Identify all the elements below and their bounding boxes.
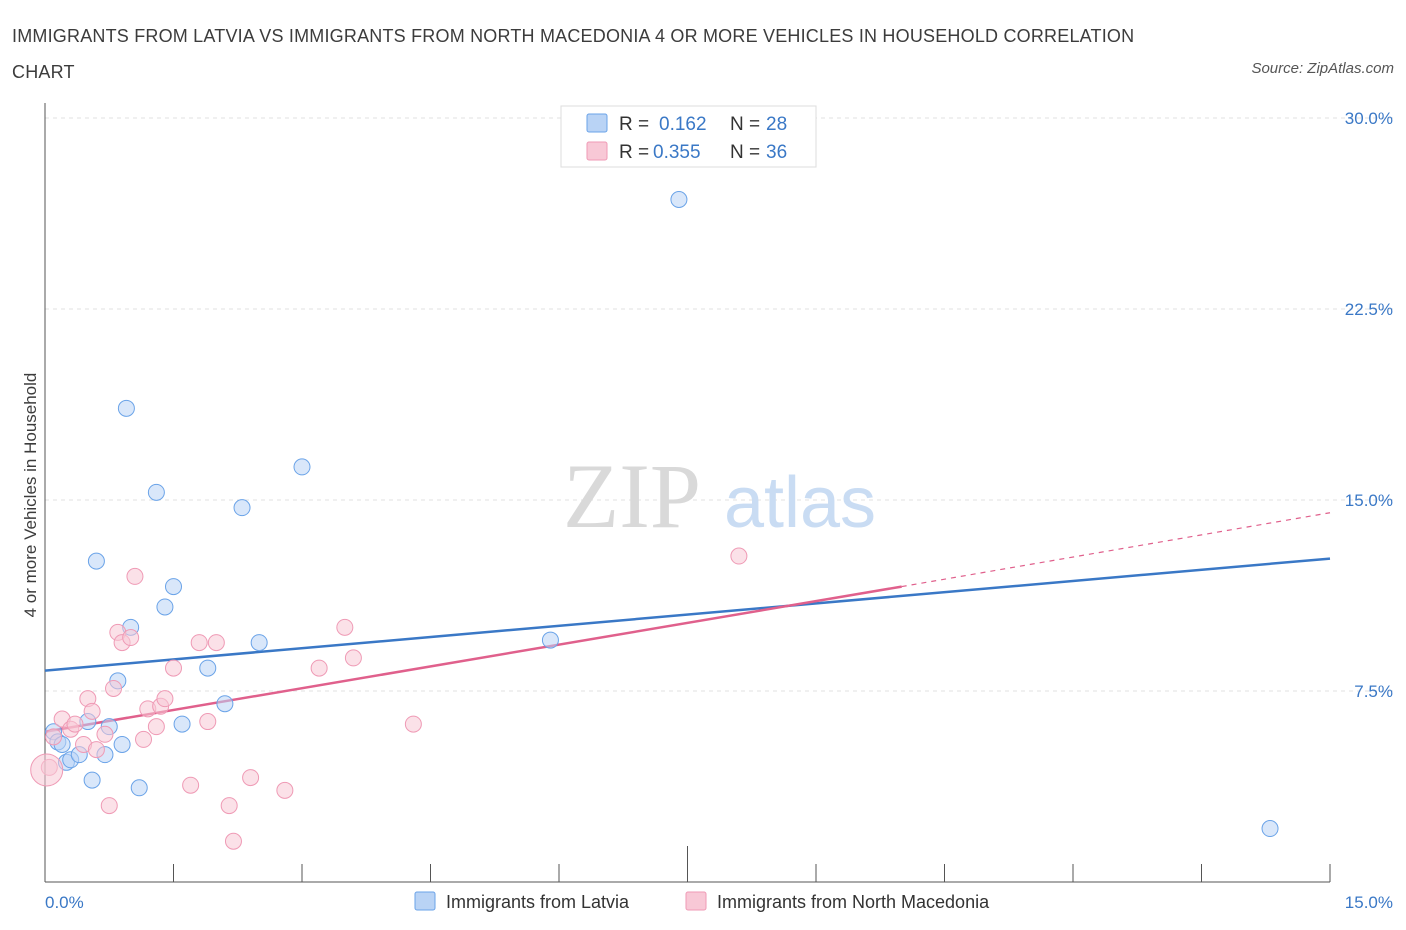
legend-n-value-macedonia: 36: [766, 142, 787, 163]
point-1-30: [310, 659, 328, 677]
point-1-32: [344, 649, 362, 667]
point-1-14: [122, 629, 140, 647]
legend-bottom: Immigrants from Latvia Immigrants from N…: [414, 891, 990, 912]
point-1-20: [156, 690, 174, 708]
legend-n-label-macedonia: N =: [730, 142, 760, 163]
point-0-26: [670, 190, 688, 208]
point-0-18: [165, 578, 182, 596]
point-0-22: [233, 499, 251, 517]
point-0-27: [1261, 820, 1279, 838]
y-tick-label-2: 22.5%: [1345, 300, 1393, 319]
point-0-23: [250, 634, 268, 652]
point-0-20: [199, 659, 217, 677]
point-1-23: [190, 634, 208, 652]
point-1-31: [336, 618, 354, 636]
legend-r-label-macedonia: R =: [619, 142, 649, 163]
y-tick-label-0: 7.5%: [1354, 682, 1393, 701]
trend-lines: [44, 512, 1331, 733]
point-1-4: [66, 715, 84, 733]
trend-line-0: [44, 557, 1331, 672]
watermark: ZIP atlas: [563, 445, 876, 547]
x-tick-label-0: 0.0%: [45, 893, 84, 912]
point-1-26: [220, 797, 238, 815]
trend-line-1: [44, 585, 902, 733]
point-1-8: [87, 741, 105, 759]
chart-title: IMMIGRANTS FROM LATVIA VS IMMIGRANTS FRO…: [12, 26, 1135, 82]
bottom-legend-label-macedonia: Immigrants from North Macedonia: [717, 892, 990, 912]
point-0-15: [130, 779, 148, 797]
point-0-19: [173, 715, 191, 733]
point-1-35: [30, 753, 64, 787]
point-1-29: [276, 781, 294, 799]
bottom-legend-swatch-macedonia: [685, 891, 707, 911]
data-points: [30, 190, 1279, 850]
axes: [44, 103, 1331, 883]
point-1-16: [135, 730, 153, 748]
gridlines: [45, 117, 1395, 692]
legend-n-value-latvia: 28: [766, 114, 787, 135]
y-axis-label: 4 or more Vehicles in Household: [21, 373, 40, 618]
point-1-22: [182, 776, 200, 794]
point-1-7: [83, 702, 101, 720]
legend-top: R = 0.162 N = 28 R = 0.355 N = 36: [560, 105, 817, 168]
point-0-24: [293, 458, 311, 476]
point-1-1: [45, 728, 63, 746]
legend-r-label-latvia: R =: [619, 114, 649, 135]
point-0-21: [216, 695, 234, 713]
point-0-16: [147, 483, 165, 501]
point-1-33: [404, 715, 422, 733]
legend-r-value-latvia: 0.162: [659, 114, 707, 135]
point-1-10: [100, 797, 118, 815]
y-tick-label-3: 30.0%: [1345, 109, 1393, 128]
point-1-9: [96, 725, 114, 743]
point-1-34: [730, 547, 748, 565]
watermark-atlas: atlas: [724, 463, 876, 543]
legend-swatch-latvia: [586, 113, 608, 133]
legend-n-label-latvia: N =: [730, 114, 760, 135]
x-tick-label-1: 15.0%: [1345, 893, 1393, 912]
point-0-12: [113, 735, 131, 753]
legend-r-value-macedonia: 0.355: [653, 142, 701, 163]
bottom-legend-label-latvia: Immigrants from Latvia: [446, 892, 630, 912]
bottom-legend-swatch-latvia: [414, 891, 436, 911]
y-tick-label-1: 15.0%: [1345, 491, 1393, 510]
point-1-27: [224, 832, 242, 850]
point-0-17: [156, 598, 174, 616]
point-1-25: [207, 634, 225, 652]
legend-swatch-macedonia: [586, 141, 608, 161]
point-1-18: [147, 718, 165, 736]
point-1-21: [165, 659, 182, 677]
point-1-28: [242, 769, 260, 787]
point-0-25: [541, 631, 559, 649]
point-1-11: [105, 679, 123, 697]
watermark-zip: ZIP: [563, 445, 701, 547]
point-0-7: [83, 771, 101, 789]
point-1-24: [199, 713, 217, 731]
tick-labels: 7.5% 15.0% 22.5% 30.0% 0.0% 15.0%: [45, 109, 1393, 912]
point-0-13: [117, 399, 135, 417]
trend-line-dashed-1: [901, 512, 1331, 588]
source-label: Source: ZipAtlas.com: [1251, 60, 1394, 77]
point-0-8: [87, 552, 105, 570]
point-1-15: [126, 567, 144, 585]
